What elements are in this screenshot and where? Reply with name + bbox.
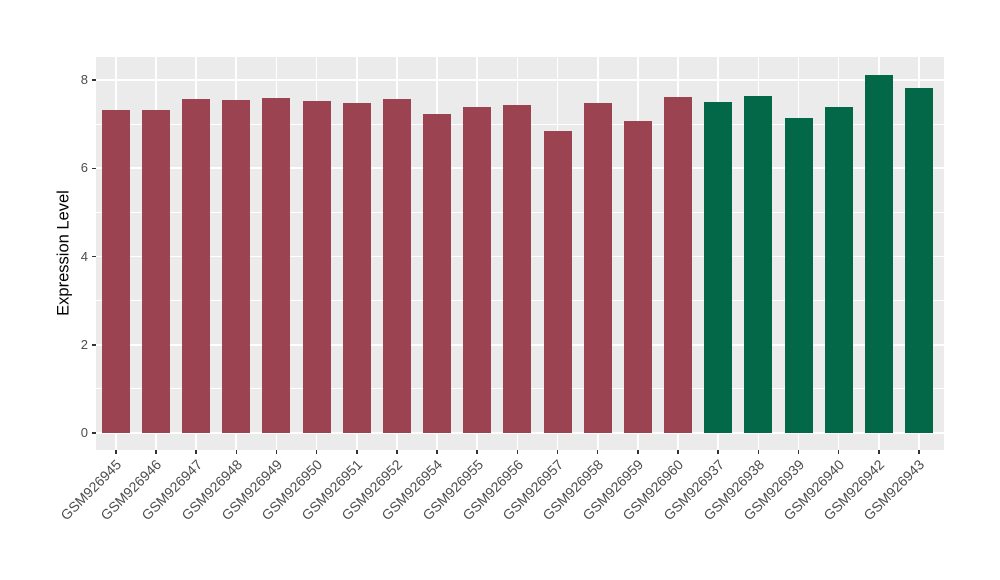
bar	[141, 110, 170, 433]
x-tick-mark	[436, 450, 438, 454]
x-tick-mark	[797, 450, 800, 454]
bar	[824, 106, 853, 433]
bar	[222, 99, 251, 433]
y-tick-label: 2	[80, 336, 88, 352]
bar	[302, 100, 331, 433]
x-tick-mark	[878, 450, 880, 454]
x-tick-mark	[356, 450, 358, 454]
y-tick-mark	[92, 79, 96, 81]
bar	[463, 107, 492, 433]
x-tick-mark	[717, 450, 719, 454]
x-tick-mark	[195, 450, 197, 454]
x-tick-mark	[556, 450, 559, 454]
x-tick-mark	[596, 450, 599, 454]
x-tick-mark	[677, 450, 679, 454]
x-tick-mark	[315, 450, 318, 454]
bar	[543, 131, 572, 433]
y-tick-label: 6	[80, 160, 88, 176]
x-tick-mark	[516, 450, 519, 454]
plot-panel	[96, 57, 944, 450]
major-gridline	[96, 432, 944, 434]
x-tick-mark	[155, 450, 157, 454]
bar	[704, 101, 733, 433]
x-tick-mark	[275, 450, 278, 454]
bar	[864, 74, 893, 433]
bar	[664, 97, 693, 433]
y-tick-mark	[92, 344, 96, 346]
bar	[382, 98, 411, 433]
x-tick-mark	[637, 450, 639, 454]
bar	[905, 87, 933, 433]
y-tick-label: 0	[80, 425, 88, 440]
x-tick-mark	[757, 450, 760, 454]
x-tick-mark	[115, 450, 117, 454]
bar	[423, 113, 452, 433]
x-tick-mark	[396, 450, 398, 454]
y-tick-mark	[92, 167, 96, 169]
x-tick-mark	[235, 450, 238, 454]
bar	[182, 98, 211, 433]
x-tick-mark	[918, 450, 920, 454]
x-tick-mark	[837, 450, 840, 454]
bar	[744, 96, 773, 433]
bar	[342, 103, 371, 433]
bar	[503, 105, 532, 433]
bar	[262, 98, 291, 433]
bar	[583, 102, 612, 433]
y-tick-label: 8	[80, 72, 88, 87]
major-gridline	[96, 79, 944, 81]
bar	[623, 121, 652, 433]
y-tick-mark	[92, 432, 96, 434]
y-tick-mark	[92, 255, 96, 258]
bar	[784, 117, 813, 433]
x-tick-mark	[476, 450, 478, 454]
bar	[101, 110, 130, 433]
y-tick-label: 4	[80, 248, 88, 264]
